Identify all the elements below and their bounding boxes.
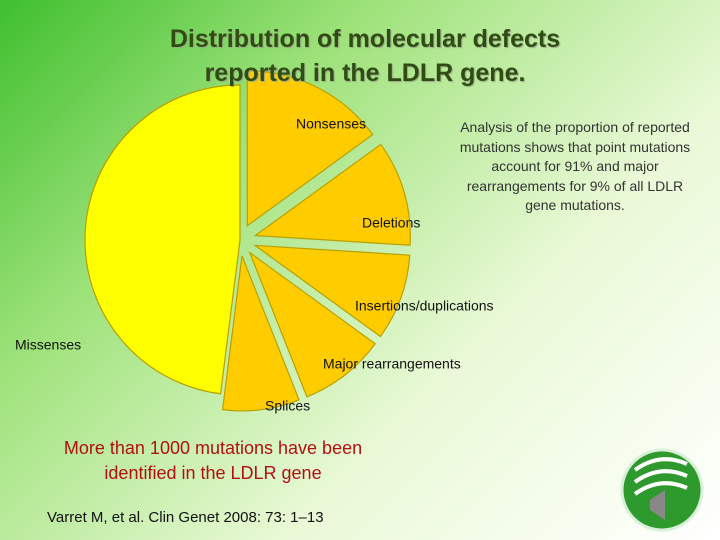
citation: Varret M, et al. Clin Genet 2008: 73: 1–… <box>47 509 324 526</box>
slice-label: Splices <box>265 398 310 414</box>
annotation: More than 1000 mutations have been ident… <box>63 438 363 483</box>
pie-slice <box>84 84 241 395</box>
pie-slice <box>221 255 300 412</box>
annotation: Analysis of the proportion of reported m… <box>459 119 691 213</box>
slice-label: Deletions <box>362 215 420 231</box>
slice-label: Insertions/duplications <box>355 298 494 314</box>
pie-slice <box>253 143 411 246</box>
slice-label: Missenses <box>15 337 81 353</box>
logo <box>620 448 704 532</box>
chart-title: Distribution of molecular defects report… <box>169 25 561 87</box>
pie-slice <box>253 244 411 338</box>
slice-label: Major rearrangements <box>323 356 461 372</box>
pie-slice <box>246 70 374 227</box>
pie-slice <box>248 250 377 398</box>
slice-label: Nonsenses <box>296 116 366 132</box>
